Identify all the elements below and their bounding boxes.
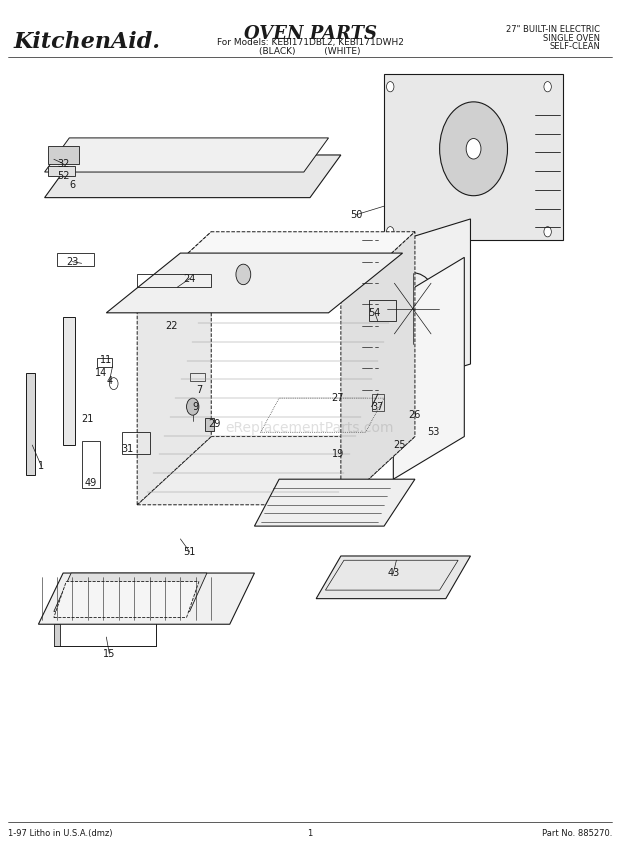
Text: 1: 1	[38, 461, 45, 472]
Text: 7: 7	[196, 384, 202, 395]
Text: 27" BUILT-IN ELECTRIC: 27" BUILT-IN ELECTRIC	[506, 26, 600, 34]
Text: SINGLE OVEN: SINGLE OVEN	[543, 33, 600, 43]
Text: OVEN PARTS: OVEN PARTS	[244, 26, 376, 44]
Circle shape	[109, 377, 118, 389]
Bar	[26, 372, 35, 475]
Text: 14: 14	[95, 367, 107, 377]
Text: 19: 19	[332, 449, 344, 459]
Text: 37: 37	[372, 401, 384, 412]
Text: 51: 51	[184, 547, 196, 556]
Bar	[372, 394, 384, 411]
Circle shape	[236, 265, 250, 285]
Polygon shape	[54, 581, 199, 617]
Bar	[82, 441, 100, 488]
Circle shape	[544, 81, 551, 92]
Text: 1-97 Litho in U.S.A.(dmz): 1-97 Litho in U.S.A.(dmz)	[7, 829, 112, 838]
Text: (BLACK)          (WHITE): (BLACK) (WHITE)	[259, 46, 361, 56]
Circle shape	[386, 81, 394, 92]
Text: SELF-CLEAN: SELF-CLEAN	[549, 42, 600, 51]
Polygon shape	[316, 556, 471, 598]
Text: 49: 49	[85, 479, 97, 489]
Polygon shape	[393, 258, 464, 479]
Bar	[369, 300, 396, 321]
Polygon shape	[341, 232, 415, 505]
Text: 43: 43	[388, 568, 399, 578]
Polygon shape	[45, 155, 341, 198]
Bar	[57, 253, 94, 266]
Circle shape	[187, 398, 199, 415]
Polygon shape	[54, 624, 60, 645]
Text: 32: 32	[57, 158, 69, 169]
Text: 54: 54	[369, 308, 381, 318]
Circle shape	[466, 139, 481, 159]
Bar	[48, 146, 79, 163]
Bar	[122, 432, 149, 454]
Polygon shape	[106, 253, 402, 312]
Polygon shape	[137, 437, 415, 505]
Polygon shape	[254, 479, 415, 526]
Text: 23: 23	[66, 257, 79, 266]
Text: Part No. 885270.: Part No. 885270.	[542, 829, 613, 838]
Polygon shape	[63, 317, 76, 445]
Polygon shape	[45, 138, 329, 172]
Text: 27: 27	[332, 393, 344, 403]
Bar	[97, 358, 112, 366]
Polygon shape	[38, 573, 254, 624]
Text: 52: 52	[57, 171, 69, 181]
Text: 22: 22	[165, 321, 177, 330]
Text: 6: 6	[69, 180, 76, 190]
Text: 24: 24	[184, 274, 196, 283]
Text: 9: 9	[193, 401, 199, 412]
Polygon shape	[137, 232, 415, 300]
Text: For Models: KEBI171DBL2, KEBI171DWH2: For Models: KEBI171DBL2, KEBI171DWH2	[216, 38, 404, 47]
Bar	[137, 275, 211, 288]
Text: 26: 26	[409, 410, 421, 420]
Text: 11: 11	[100, 354, 112, 365]
Circle shape	[544, 227, 551, 237]
Text: KitchenAid.: KitchenAid.	[14, 32, 161, 53]
Text: 29: 29	[208, 419, 221, 429]
Text: 4: 4	[107, 376, 112, 386]
Text: 25: 25	[393, 440, 405, 450]
Text: 50: 50	[350, 210, 363, 220]
Circle shape	[440, 102, 508, 196]
Polygon shape	[54, 573, 207, 611]
Bar	[48, 166, 76, 176]
Text: 1: 1	[308, 829, 312, 838]
Bar	[205, 418, 215, 431]
Text: 21: 21	[82, 414, 94, 425]
Text: eReplacementParts.com: eReplacementParts.com	[226, 421, 394, 435]
Text: 53: 53	[427, 427, 440, 437]
Bar	[190, 372, 205, 381]
Polygon shape	[137, 232, 211, 505]
Text: 31: 31	[122, 444, 134, 455]
Text: 15: 15	[103, 649, 115, 659]
Polygon shape	[384, 74, 563, 241]
Polygon shape	[360, 219, 471, 398]
Circle shape	[386, 227, 394, 237]
